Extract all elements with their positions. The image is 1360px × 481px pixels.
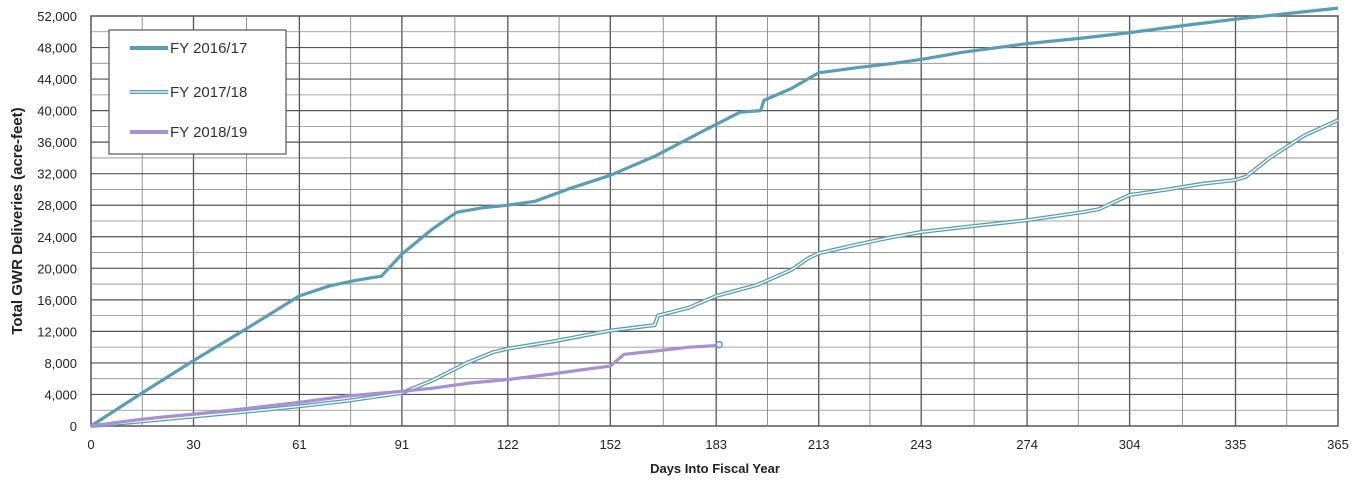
- y-tick-label: 48,000: [37, 41, 77, 56]
- legend: FY 2016/17 FY 2017/18 FY 2018/19: [108, 29, 287, 155]
- x-tick-label: 91: [395, 437, 409, 452]
- x-axis-title: Days Into Fiscal Year: [650, 461, 780, 476]
- legend-label: FY 2017/18: [170, 84, 247, 101]
- y-tick-label: 12,000: [37, 324, 77, 339]
- x-tick-label: 152: [599, 437, 621, 452]
- x-tick-label: 30: [186, 437, 200, 452]
- y-axis-title: Total GWR Deliveries (acre-feet): [9, 107, 26, 334]
- x-tick-label: 183: [705, 437, 727, 452]
- y-tick-label: 24,000: [37, 230, 77, 245]
- series-end-marker: [715, 340, 723, 349]
- x-tick-label: 213: [808, 437, 830, 452]
- x-tick-label: 304: [1119, 437, 1141, 452]
- horizontal-gridlines: [91, 31, 1338, 411]
- y-tick-label: 0: [70, 419, 77, 434]
- series-line-1: [90, 6, 1339, 428]
- y-tick-labels: 0 4,000 8,000 12,000 16,000 20,000 24,000 28,00…: [37, 9, 77, 434]
- x-tick-label: 243: [910, 437, 932, 452]
- y-tick-label: 16,000: [37, 293, 77, 308]
- y-tick-label: 36,000: [37, 135, 77, 150]
- legend-label: FY 2018/19: [170, 124, 247, 141]
- x-tick-label: 122: [497, 437, 519, 452]
- y-tick-label: 32,000: [37, 167, 77, 182]
- x-tick-label: 61: [292, 437, 306, 452]
- x-tick-label: 0: [87, 437, 94, 452]
- y-tick-label: 52,000: [37, 9, 77, 24]
- y-tick-label: 28,000: [37, 198, 77, 213]
- x-tick-labels: 0 30 61 91 122 152 183 213 243 274 304 335 365: [87, 437, 1348, 452]
- series-layer: [90, 6, 1339, 428]
- legend-label: FY 2016/17: [170, 40, 247, 57]
- series-line-3: [90, 344, 717, 428]
- x-tick-label: 335: [1225, 437, 1247, 452]
- y-tick-label: 4,000: [44, 387, 77, 402]
- y-tick-label: 40,000: [37, 104, 77, 119]
- y-tick-label: 20,000: [37, 261, 77, 276]
- y-tick-label: 8,000: [44, 356, 77, 371]
- series-line-2-inner: [90, 119, 1339, 427]
- y-tick-label: 44,000: [37, 72, 77, 87]
- x-tick-label: 274: [1016, 437, 1038, 452]
- x-tick-label: 365: [1327, 437, 1349, 452]
